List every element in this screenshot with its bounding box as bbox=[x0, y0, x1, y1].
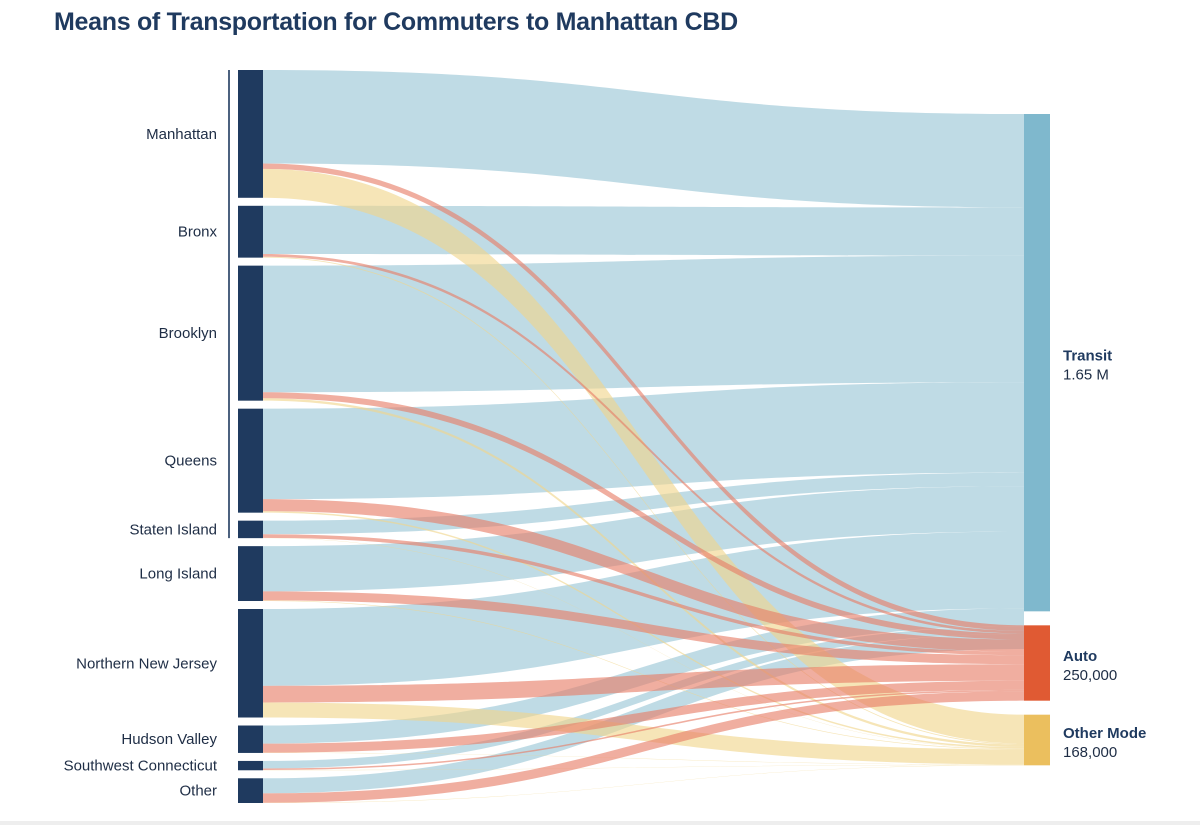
source-label-northern-new-jersey: Northern New Jersey bbox=[76, 655, 217, 672]
target-value-other-mode: 168,000 bbox=[1063, 744, 1117, 761]
link-northern-new-jersey-to-auto bbox=[263, 664, 1024, 703]
target-node-transit bbox=[1024, 114, 1050, 612]
source-label-brooklyn: Brooklyn bbox=[159, 325, 217, 342]
link-long-island-to-auto bbox=[263, 591, 1024, 665]
source-node-queens bbox=[238, 408, 263, 513]
source-node-southwest-connecticut bbox=[238, 760, 263, 771]
flow-links bbox=[263, 70, 1024, 803]
link-long-island-to-transit bbox=[263, 486, 1024, 592]
target-node-auto bbox=[1024, 625, 1050, 701]
source-label-bronx: Bronx bbox=[178, 224, 218, 241]
source-label-queens: Queens bbox=[164, 453, 217, 470]
link-brooklyn-to-auto bbox=[263, 392, 1024, 640]
link-southwest-connecticut-to-other-mode bbox=[263, 764, 1024, 771]
link-other-to-other-mode bbox=[263, 765, 1024, 803]
link-northern-new-jersey-to-other-mode bbox=[263, 702, 1024, 765]
source-node-northern-new-jersey bbox=[238, 609, 263, 718]
target-label-transit: Transit bbox=[1063, 348, 1112, 365]
link-manhattan-to-auto bbox=[263, 163, 1024, 631]
link-northern-new-jersey-to-transit bbox=[263, 531, 1024, 686]
source-node-brooklyn bbox=[238, 265, 263, 401]
source-node-bronx bbox=[238, 205, 263, 258]
source-label-staten-island: Staten Island bbox=[129, 521, 217, 538]
source-label-manhattan: Manhattan bbox=[146, 126, 217, 143]
source-node-hudson-valley bbox=[238, 725, 263, 753]
link-southwest-connecticut-to-transit bbox=[263, 626, 1024, 769]
source-label-southwest-connecticut: Southwest Connecticut bbox=[64, 758, 218, 775]
link-queens-to-transit bbox=[263, 382, 1024, 500]
link-long-island-to-other-mode bbox=[263, 600, 1024, 750]
target-value-transit: 1.65 M bbox=[1063, 367, 1109, 384]
link-hudson-valley-to-auto bbox=[263, 680, 1024, 753]
link-hudson-valley-to-other-mode bbox=[263, 752, 1024, 765]
source-node-manhattan bbox=[238, 70, 263, 198]
link-other-to-auto bbox=[263, 691, 1024, 803]
bottom-strip bbox=[0, 821, 1200, 825]
source-node-long-island bbox=[238, 546, 263, 602]
link-queens-to-auto bbox=[263, 499, 1024, 652]
link-southwest-connecticut-to-auto bbox=[263, 689, 1024, 770]
nodes bbox=[228, 70, 1050, 803]
source-node-other bbox=[238, 778, 263, 803]
link-manhattan-to-transit bbox=[263, 70, 1024, 208]
target-label-other-mode: Other Mode bbox=[1063, 725, 1146, 742]
link-bronx-to-auto bbox=[263, 254, 1024, 634]
link-brooklyn-to-transit bbox=[263, 255, 1024, 393]
link-manhattan-to-other-mode bbox=[263, 168, 1024, 744]
target-value-auto: 250,000 bbox=[1063, 667, 1117, 684]
target-node-other-mode bbox=[1024, 714, 1050, 766]
source-label-other: Other bbox=[179, 783, 217, 800]
link-staten-island-to-other-mode bbox=[263, 537, 1024, 749]
target-label-auto: Auto bbox=[1063, 648, 1097, 665]
source-label-hudson-valley: Hudson Valley bbox=[121, 731, 217, 748]
link-bronx-to-other-mode bbox=[263, 256, 1024, 745]
source-node-staten-island bbox=[238, 520, 263, 539]
chart-title: Means of Transportation for Commuters to… bbox=[54, 8, 738, 36]
link-staten-island-to-auto bbox=[263, 534, 1024, 656]
node-labels: Manhattan Bronx Brooklyn Queens Staten Islan… bbox=[64, 126, 1147, 800]
source-label-long-island: Long Island bbox=[139, 566, 217, 583]
